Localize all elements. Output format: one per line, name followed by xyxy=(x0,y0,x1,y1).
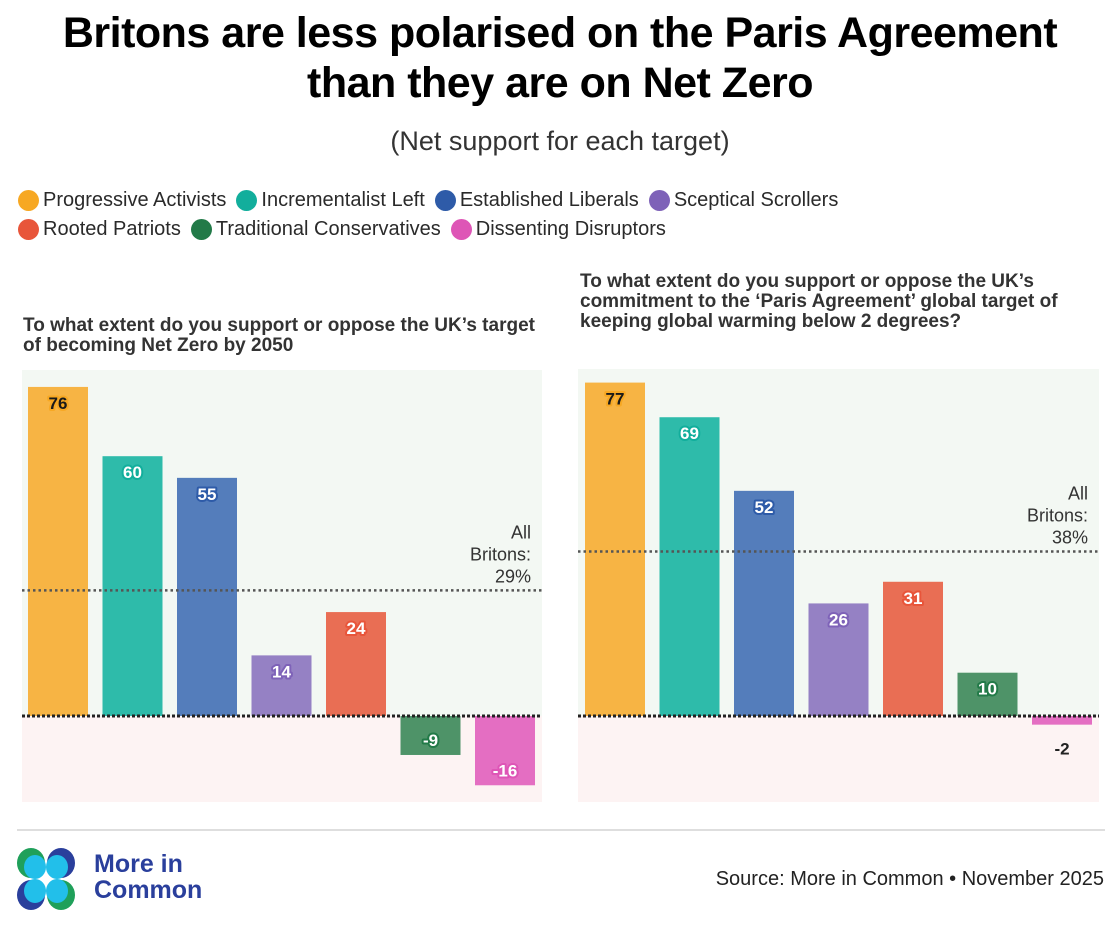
bar-dissenting-disruptors xyxy=(475,716,535,786)
logo-wordmark: More in Common xyxy=(94,851,202,903)
legend: Progressive Activists Incrementalist Lef… xyxy=(18,186,1108,244)
bar-traditional-conservatives xyxy=(957,672,1018,716)
legend-item-traditional-conservatives: Traditional Conservatives xyxy=(190,218,441,241)
data-label: -2 xyxy=(1054,740,1069,759)
legend-dot-icon xyxy=(190,219,212,240)
legend-dot-icon xyxy=(648,190,670,211)
all-britons-label-line: Britons: xyxy=(470,544,531,564)
legend-label: Progressive Activists xyxy=(43,189,227,211)
legend-item-incrementalist-left: Incrementalist Left xyxy=(236,189,425,212)
legend-dot-icon xyxy=(18,190,39,211)
positive-region-bg xyxy=(578,369,1099,716)
legend-label: Incrementalist Left xyxy=(261,189,425,211)
chart-title: Britons are less polarised on the Paris … xyxy=(0,8,1120,108)
data-label: -9 xyxy=(423,731,438,750)
data-label: 55 xyxy=(198,485,217,504)
logo-line-2: Common xyxy=(94,876,203,904)
bar-progressive-activists xyxy=(28,386,88,716)
bar-progressive-activists xyxy=(585,382,645,716)
legend-label: Sceptical Scrollers xyxy=(673,189,839,211)
title-line-2: than they are on Net Zero xyxy=(307,59,813,107)
data-label: 60 xyxy=(123,463,142,482)
all-britons-label-line: All xyxy=(511,522,531,542)
data-label: 77 xyxy=(606,390,625,409)
legend-label: Traditional Conservatives xyxy=(215,218,441,240)
bar-traditional-conservatives xyxy=(400,716,461,755)
bar-rooted-patriots xyxy=(326,612,386,716)
data-label: 14 xyxy=(272,662,291,681)
bar-established-liberals xyxy=(734,490,794,716)
legend-label: Rooted Patriots xyxy=(43,218,181,240)
data-label: 69 xyxy=(680,424,699,443)
legend-dot-icon xyxy=(450,219,472,240)
bar-incrementalist-left xyxy=(659,417,720,716)
source-note: Source: More in Common • November 2025 xyxy=(715,868,1104,890)
data-label: 24 xyxy=(347,619,366,638)
logo-line-1: More in xyxy=(94,850,183,878)
all-britons-label-line: 29% xyxy=(495,566,531,586)
negative-region-bg xyxy=(578,716,1099,802)
data-label: 10 xyxy=(978,680,997,699)
legend-item-progressive-activists: Progressive Activists xyxy=(18,189,226,212)
data-label: 52 xyxy=(755,498,774,517)
legend-item-established-liberals: Established Liberals xyxy=(434,189,639,212)
legend-dot-icon xyxy=(18,219,39,240)
chart-subtitle: (Net support for each target) xyxy=(390,126,730,156)
data-label: -16 xyxy=(493,761,518,780)
paris-agreement-question: To what extent do you support or oppose … xyxy=(580,271,1058,332)
positive-region-bg xyxy=(22,370,542,716)
bar-incrementalist-left xyxy=(102,456,163,716)
net-zero-question: To what extent do you support or oppose … xyxy=(23,315,535,356)
all-britons-label-line: Britons: xyxy=(1027,505,1088,525)
legend-dot-icon xyxy=(434,190,456,211)
bar-rooted-patriots xyxy=(883,581,943,716)
more-in-common-logo-icon xyxy=(17,848,75,910)
data-label: 76 xyxy=(49,394,68,413)
legend-item-rooted-patriots: Rooted Patriots xyxy=(18,218,181,241)
bar-sceptical-scrollers xyxy=(808,603,869,716)
title-line-1: Britons are less polarised on the Paris … xyxy=(62,9,1058,57)
legend-label: Established Liberals xyxy=(459,189,639,211)
data-label: 31 xyxy=(904,589,923,608)
footer-divider xyxy=(17,829,1105,831)
data-label: 26 xyxy=(829,610,848,629)
bar-dissenting-disruptors xyxy=(1032,716,1092,725)
legend-row-2: Rooted Patriots Traditional Conservative… xyxy=(18,215,1108,244)
legend-dot-icon xyxy=(236,190,258,211)
bar-established-liberals xyxy=(177,477,237,716)
legend-item-dissenting-disruptors: Dissenting Disruptors xyxy=(450,218,666,241)
bar-sceptical-scrollers xyxy=(251,655,312,716)
all-britons-label-line: 38% xyxy=(1052,527,1088,547)
legend-label: Dissenting Disruptors xyxy=(475,218,666,240)
negative-region-bg xyxy=(22,716,542,802)
legend-row-1: Progressive Activists Incrementalist Lef… xyxy=(18,186,1108,215)
all-britons-label-line: All xyxy=(1068,483,1088,503)
legend-item-sceptical-scrollers: Sceptical Scrollers xyxy=(648,189,839,212)
